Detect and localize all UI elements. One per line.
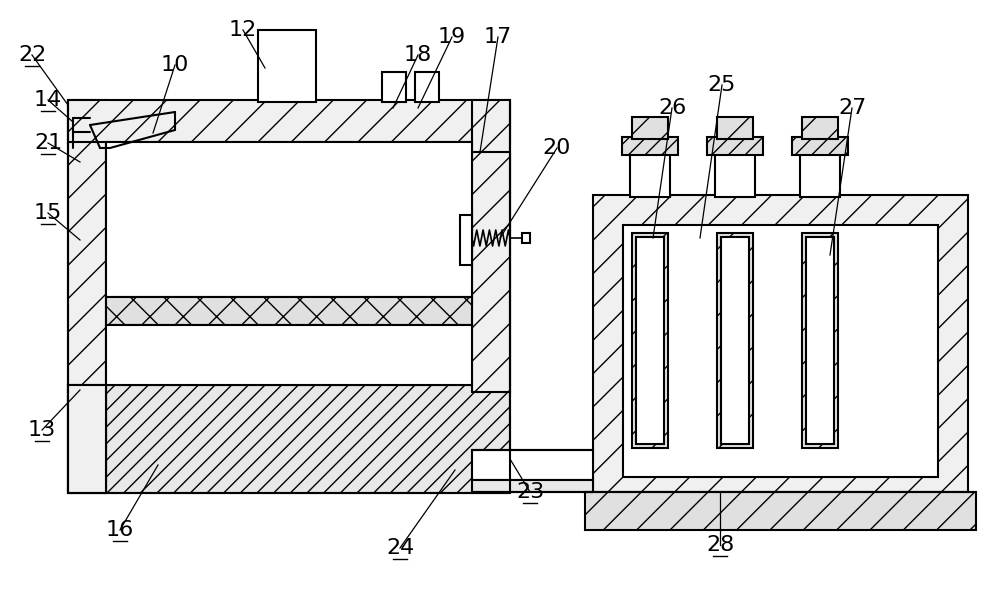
Bar	[106, 325, 472, 385]
Text: 23: 23	[516, 482, 544, 502]
Text: 28: 28	[706, 535, 734, 555]
Bar	[632, 233, 668, 448]
Text: 22: 22	[18, 45, 46, 65]
Bar	[721, 237, 749, 444]
Bar	[792, 137, 848, 155]
Text: 21: 21	[34, 133, 62, 153]
Text: 17: 17	[484, 27, 512, 47]
Text: 20: 20	[543, 138, 571, 158]
Bar	[715, 153, 755, 197]
Text: 14: 14	[34, 90, 62, 110]
Bar	[806, 237, 834, 444]
Bar	[460, 215, 472, 265]
Text: 25: 25	[708, 75, 736, 95]
Bar	[415, 72, 439, 102]
Bar	[472, 480, 593, 492]
Bar	[68, 100, 510, 142]
Bar	[106, 297, 472, 325]
Text: 12: 12	[229, 20, 257, 40]
Bar	[593, 195, 968, 492]
Bar	[636, 237, 664, 444]
Text: 18: 18	[404, 45, 432, 65]
Bar	[800, 153, 840, 197]
Bar	[472, 450, 593, 480]
Bar	[472, 100, 510, 385]
Text: 16: 16	[106, 520, 134, 540]
Text: 24: 24	[386, 538, 414, 558]
Bar	[382, 72, 406, 102]
Bar	[258, 30, 316, 102]
Bar	[707, 137, 763, 155]
Bar	[806, 237, 834, 444]
Bar	[585, 492, 976, 530]
Text: 27: 27	[838, 98, 866, 118]
Bar	[106, 385, 510, 493]
Bar	[623, 225, 938, 477]
Text: 10: 10	[161, 55, 189, 75]
Text: 13: 13	[28, 420, 56, 440]
Bar	[630, 153, 670, 197]
Bar	[622, 137, 678, 155]
Bar	[802, 117, 838, 139]
Text: 19: 19	[438, 27, 466, 47]
Bar	[68, 385, 106, 493]
Bar	[717, 233, 753, 448]
Bar	[522, 233, 530, 243]
Bar	[721, 237, 749, 444]
Text: 15: 15	[34, 203, 62, 223]
Bar	[106, 142, 472, 297]
Bar	[802, 233, 838, 448]
Bar	[636, 237, 664, 444]
Bar	[717, 117, 753, 139]
Text: 26: 26	[658, 98, 686, 118]
Bar	[68, 385, 106, 493]
Bar	[68, 100, 106, 490]
Bar	[472, 152, 510, 392]
Bar	[632, 117, 668, 139]
